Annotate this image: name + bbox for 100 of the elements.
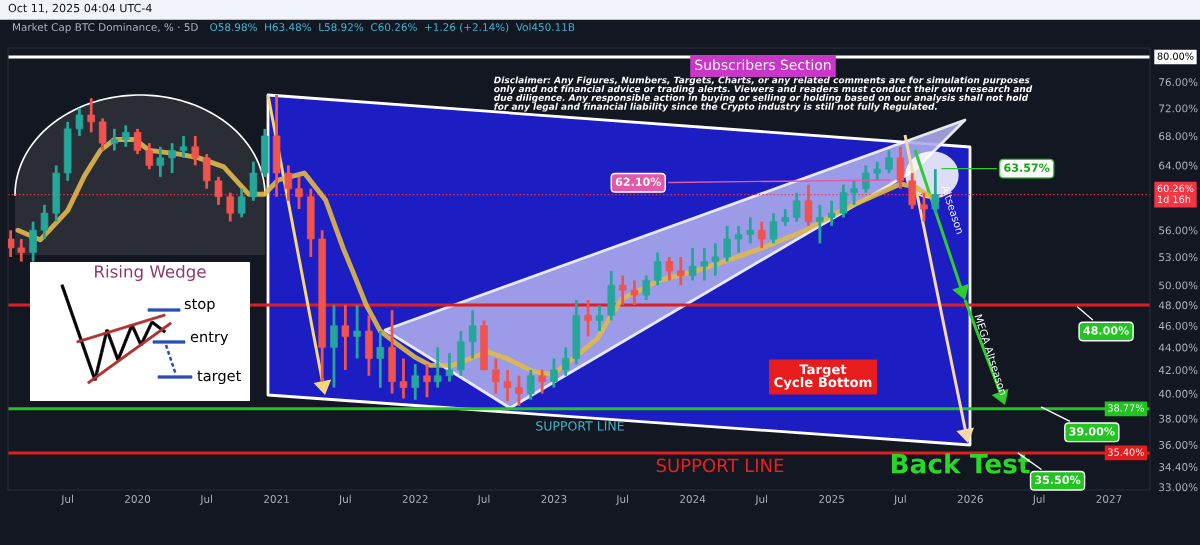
candlestick xyxy=(133,127,142,156)
candlestick xyxy=(376,329,385,389)
x-tick-label: Jul xyxy=(1032,494,1045,505)
candlestick xyxy=(757,220,766,250)
candlestick xyxy=(468,308,477,360)
candlestick xyxy=(642,274,651,302)
candlestick xyxy=(29,220,37,263)
candlestick xyxy=(896,145,905,191)
y-tick-label: 34.40% xyxy=(1159,463,1198,471)
candlestick xyxy=(122,123,130,149)
candlestick xyxy=(168,141,176,175)
candlestick xyxy=(226,191,235,224)
annotation: SUPPORT LINE xyxy=(656,458,784,473)
candlestick xyxy=(214,175,223,207)
annotation: 39.00% xyxy=(1069,427,1115,436)
candlestick xyxy=(237,187,246,219)
candlestick xyxy=(433,345,442,389)
candlestick xyxy=(850,179,858,207)
annotation: stop xyxy=(184,298,215,313)
annotation: 62.10% xyxy=(615,177,662,187)
x-tick-label: 2026 xyxy=(957,495,983,503)
candlestick xyxy=(411,362,420,402)
candlestick xyxy=(503,368,512,403)
chart-title: Market Cap BTC Dominance, % · 5D xyxy=(13,22,198,34)
x-tick-label: 2027 xyxy=(1096,495,1122,503)
ref-line-label: 60.26% 1d 16h xyxy=(1157,184,1194,203)
candlestick xyxy=(931,167,940,215)
y-tick-label: 76.00% xyxy=(1159,78,1198,87)
y-tick-label: 40.00% xyxy=(1158,389,1198,398)
annotation: target xyxy=(197,370,241,385)
candlestick xyxy=(8,228,15,259)
annotation: 35.50% xyxy=(1035,475,1081,484)
candlestick xyxy=(87,96,95,134)
candlestick xyxy=(700,246,709,282)
y-tick-label: 46.00% xyxy=(1158,321,1198,330)
candlestick xyxy=(75,106,84,138)
x-tick-label: 2023 xyxy=(541,495,567,503)
y-tick-label: 53.00% xyxy=(1159,253,1198,262)
candlestick xyxy=(561,345,570,378)
candlestick xyxy=(827,199,836,228)
candlestick xyxy=(665,255,674,282)
candlestick xyxy=(40,203,49,241)
annotation: Subscribers Section xyxy=(695,59,831,71)
ref-line-label: 38.77% xyxy=(1108,404,1144,412)
annotation: SUPPORT LINE xyxy=(536,421,624,431)
annotation: 63.57% xyxy=(1004,163,1050,172)
annotation: Back Test xyxy=(891,453,1030,474)
candlestick xyxy=(862,163,870,195)
candlestick xyxy=(156,145,165,179)
annotation: Rising Wedge xyxy=(95,264,206,282)
candlestick xyxy=(723,224,731,263)
candlestick xyxy=(792,191,801,224)
annotation: Target Cycle Bottom xyxy=(774,364,872,390)
candlestick xyxy=(330,303,338,389)
candlestick xyxy=(618,274,627,307)
candlestick xyxy=(550,357,558,389)
y-tick-label: 36.00% xyxy=(1159,441,1198,449)
candlestick xyxy=(423,362,431,399)
candlestick xyxy=(515,374,523,408)
annotation: Disclaimer: Any Figures, Numbers, Targets, Charts, or any related comments are for simulation purposes only and not financial advice or trading alerts. Viewers and readers must conduct their own research and due diligence. Any responsible action in buying or selling or holding based on our analysis shall not hold for any legal and financial liability since the Crypto industry is still not fully Regulated. xyxy=(493,76,1033,112)
annotation: 48.00% xyxy=(1083,326,1129,335)
candlestick xyxy=(595,303,604,333)
chart-subtitle: O58.98% H63.48% L58.92% C60.26% +1.26 (+2.14%) Vol450.11B xyxy=(210,22,575,33)
annotation: entry xyxy=(190,331,229,346)
candlestick xyxy=(353,303,361,360)
y-tick-label: 50.00% xyxy=(1159,281,1198,290)
candlestick xyxy=(295,175,303,211)
y-tick-label: 72.00% xyxy=(1159,104,1198,113)
y-tick-label: 44.00% xyxy=(1158,343,1198,352)
text: Oct 11, 2025 04:04 UTC-4 xyxy=(8,3,152,14)
candlestick xyxy=(653,251,662,287)
x-tick-label: 2021 xyxy=(264,495,289,503)
ref-line-label: 80.00% xyxy=(1157,52,1194,60)
x-tick-label: Jul xyxy=(754,494,768,505)
x-tick-label: Jul xyxy=(60,494,73,505)
candlestick xyxy=(341,303,350,372)
candlestick xyxy=(445,351,454,384)
candlestick xyxy=(98,117,107,152)
candlestick xyxy=(769,211,778,245)
candlestick xyxy=(191,134,200,167)
candlestick xyxy=(17,237,26,263)
candlestick xyxy=(839,183,848,219)
candlestick xyxy=(249,160,258,203)
candlestick xyxy=(110,127,119,152)
candlestick xyxy=(804,183,813,228)
ref-line-label: 35.40% xyxy=(1108,448,1144,456)
candlestick xyxy=(677,255,685,287)
x-tick-label: Jul xyxy=(477,494,490,505)
candlestick xyxy=(688,246,697,282)
candlestick xyxy=(538,368,546,396)
candlestick xyxy=(711,242,720,278)
x-tick-label: Jul xyxy=(199,494,212,505)
candlestick xyxy=(399,357,408,400)
y-tick-label: 33.00% xyxy=(1159,483,1198,492)
y-tick-label: 48.00% xyxy=(1158,301,1198,310)
y-tick-label: 68.00% xyxy=(1159,132,1198,141)
x-tick-label: Jul xyxy=(615,494,628,505)
x-tick-label: 2025 xyxy=(819,495,844,503)
candlestick xyxy=(202,152,211,191)
y-tick-label: 38.00% xyxy=(1159,414,1198,423)
